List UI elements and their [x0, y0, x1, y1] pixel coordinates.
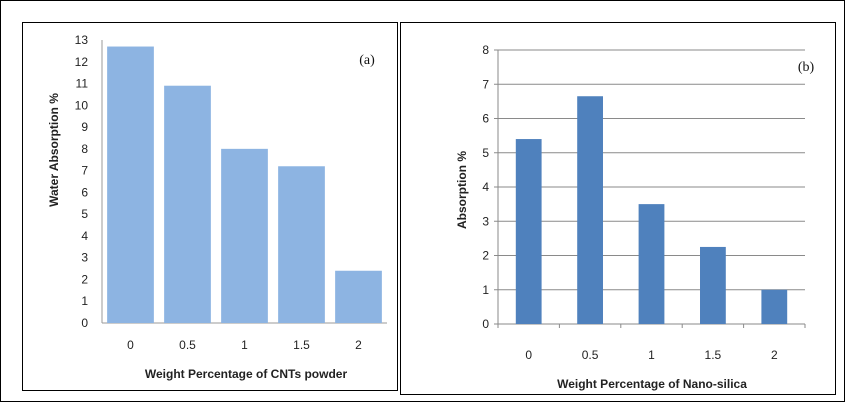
y-tick-label: 8 [81, 142, 88, 156]
y-tick-label: 6 [482, 112, 489, 126]
bar [221, 148, 268, 323]
y-tick-label: 3 [81, 251, 88, 265]
panel-label: (b) [798, 60, 815, 75]
panel-a-border [22, 22, 398, 391]
y-tick-label: 0 [81, 316, 88, 330]
x-axis-label: Weight Percentage of Nano-silica [557, 377, 747, 391]
x-tick-label: 0.5 [582, 348, 599, 362]
bar [638, 204, 665, 324]
y-tick-label: 13 [75, 33, 89, 47]
y-tick-label: 9 [81, 120, 88, 134]
y-tick-label: 1 [482, 283, 489, 297]
x-tick-label: 2 [771, 348, 778, 362]
x-axis-label: Weight Percentage of CNTs powder [145, 367, 348, 381]
y-tick-label: 1 [81, 294, 88, 308]
chart-b: 0 1 2 3 4 5 6 7 8 0 0.5 1 1.5 2 Weight Percentage of N… [455, 43, 814, 391]
y-tick-label: 7 [482, 77, 489, 91]
panel-label: (a) [359, 53, 375, 68]
y-tick-label: 2 [81, 272, 88, 286]
bar [278, 166, 325, 323]
bar [335, 270, 382, 323]
x-tick-label: 1 [648, 348, 655, 362]
y-tick-label: 6 [81, 185, 88, 199]
x-tick-label: 0 [127, 338, 134, 352]
y-tick-label: 11 [76, 77, 89, 91]
y-tick-label: 8 [482, 43, 489, 57]
x-tick-label: 0 [525, 348, 532, 362]
bar [761, 289, 788, 324]
y-tick-label: 12 [75, 55, 89, 69]
bar [164, 85, 211, 323]
x-tick-label: 1.5 [293, 338, 310, 352]
x-tick-label: 2 [355, 338, 362, 352]
y-tick-label: 5 [81, 207, 88, 221]
bar [107, 46, 154, 324]
y-tick-label: 3 [482, 214, 489, 228]
y-tick-label: 2 [482, 249, 489, 263]
x-tick-label: 1 [241, 338, 248, 352]
bar [577, 96, 603, 324]
y-tick-label: 4 [482, 180, 489, 194]
y-tick-label: 10 [75, 98, 89, 112]
x-tick-label: 1.5 [705, 348, 722, 362]
y-tick-label: 5 [482, 146, 489, 160]
bar [515, 139, 542, 324]
x-tick-label: 0.5 [179, 338, 196, 352]
y-tick-label: 7 [81, 164, 88, 178]
y-tick-label: 0 [482, 317, 489, 331]
bar [700, 246, 726, 324]
panel-b-border [400, 22, 836, 395]
y-axis-label: Water Absorption % [47, 93, 61, 207]
y-axis-label: Absorption % [455, 151, 469, 229]
y-tick-label: 4 [81, 229, 88, 243]
